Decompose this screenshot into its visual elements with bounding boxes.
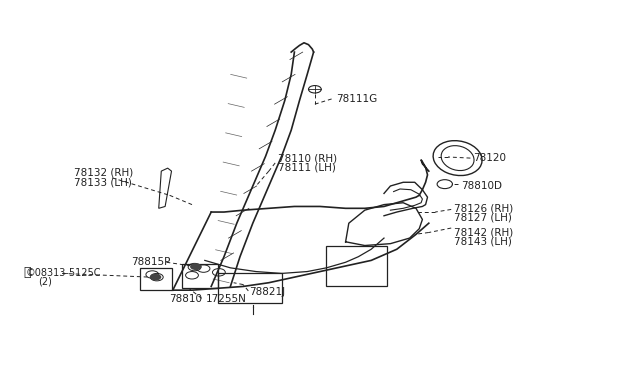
- Bar: [140, 268, 172, 290]
- Circle shape: [190, 263, 202, 270]
- Text: 78132 (RH): 78132 (RH): [74, 168, 133, 178]
- Text: 78143 (LH): 78143 (LH): [454, 237, 512, 247]
- Bar: [182, 264, 218, 288]
- Text: 78126 (RH): 78126 (RH): [454, 203, 514, 213]
- Text: 78810: 78810: [170, 295, 203, 304]
- Text: 78133 (LH): 78133 (LH): [74, 177, 131, 187]
- Bar: [218, 273, 282, 303]
- Text: 78821J: 78821J: [250, 287, 285, 297]
- Bar: [326, 246, 387, 286]
- Text: 78810D: 78810D: [461, 181, 502, 191]
- Text: 78142 (RH): 78142 (RH): [454, 228, 514, 237]
- Text: 78127 (LH): 78127 (LH): [454, 213, 512, 222]
- Text: ©08313-5125C: ©08313-5125C: [26, 269, 101, 278]
- Text: Ⓢ: Ⓢ: [23, 266, 31, 279]
- Text: 78120: 78120: [474, 153, 507, 163]
- Text: 78111 (LH): 78111 (LH): [278, 163, 336, 172]
- Text: 78111G: 78111G: [336, 94, 377, 103]
- Text: 17255N: 17255N: [206, 295, 247, 304]
- Text: 78815P: 78815P: [131, 257, 171, 267]
- Text: (2): (2): [38, 277, 52, 286]
- Circle shape: [150, 274, 161, 280]
- Text: 78110 (RH): 78110 (RH): [278, 153, 337, 163]
